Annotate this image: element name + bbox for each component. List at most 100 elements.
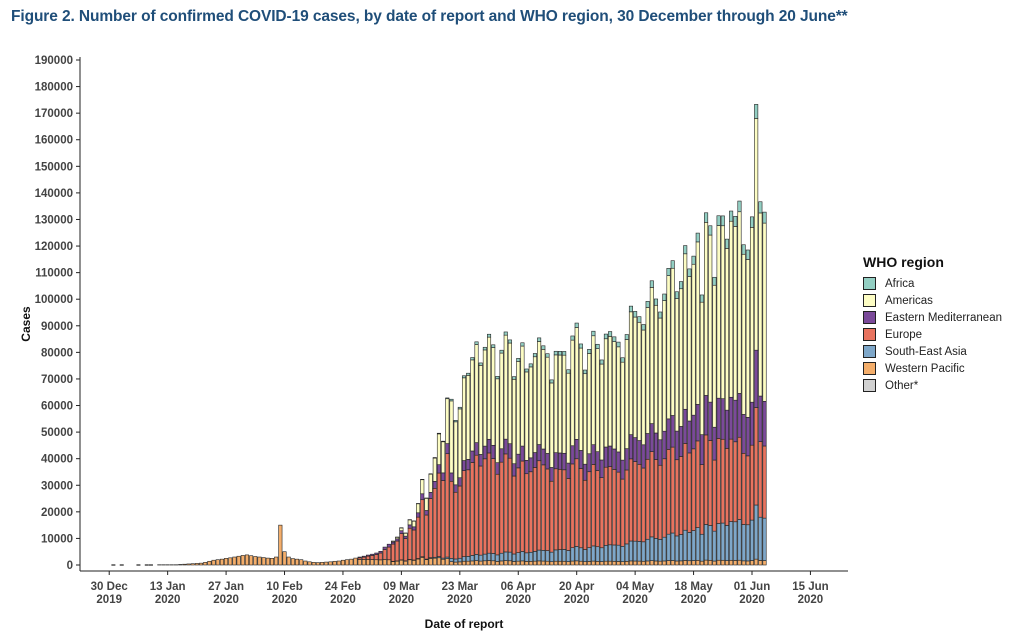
bar-segment-western-pacific <box>762 560 767 566</box>
day-bar <box>695 232 700 566</box>
bar-segment-western-pacific <box>612 560 617 566</box>
legend-label: Americas <box>885 294 933 307</box>
day-bar <box>704 212 709 566</box>
bar-segment-eastern-mediterranean <box>441 472 446 481</box>
day-bar <box>182 563 187 566</box>
bar-segment-western-pacific <box>633 560 638 566</box>
day-bar <box>470 357 475 566</box>
bar-segment-western-pacific <box>553 560 558 566</box>
bar-segment-western-pacific <box>482 560 487 566</box>
bar-segment-eastern-mediterranean <box>574 439 579 460</box>
bar-segment-americas <box>491 347 496 446</box>
bar-segment-south-east-asia <box>466 556 471 562</box>
day-bar <box>507 339 512 566</box>
bar-segment-americas <box>399 527 404 532</box>
bar-segment-western-pacific <box>645 560 650 566</box>
bar-segment-eastern-mediterranean <box>691 414 696 450</box>
bar-segment-south-east-asia <box>549 551 554 563</box>
bar-segment-western-pacific <box>453 561 458 566</box>
bar-segment-western-pacific <box>269 558 275 566</box>
bar-segment-europe <box>570 463 575 549</box>
bar-segment-europe <box>491 458 496 554</box>
bar-segment-eastern-mediterranean <box>762 401 767 447</box>
y-tick-label: 180000 <box>35 82 73 94</box>
day-bar <box>391 540 396 566</box>
y-tick-label: 150000 <box>35 161 73 173</box>
bar-segment-western-pacific <box>403 560 408 566</box>
day-bar <box>641 324 646 566</box>
bar-segment-south-east-asia <box>532 551 537 562</box>
bar-segment-eastern-mediterranean <box>674 430 679 461</box>
day-bar <box>474 341 479 566</box>
bar-segment-south-east-asia <box>557 549 563 562</box>
bar-segment-americas <box>428 473 433 493</box>
bar-segment-eastern-mediterranean <box>733 399 738 443</box>
bar-segment-eastern-mediterranean <box>591 444 596 465</box>
day-bar <box>603 333 608 566</box>
day-bar <box>436 432 441 566</box>
bar-segment-africa <box>449 398 454 402</box>
bar-segment-americas <box>620 361 625 461</box>
x-tick-label: 2020 <box>272 594 298 606</box>
bar-segment-americas <box>583 373 588 465</box>
bar-segment-eastern-mediterranean <box>758 395 763 442</box>
bar-segment-western-pacific <box>449 561 454 566</box>
bar-segment-eastern-mediterranean <box>537 444 542 462</box>
day-bar <box>528 363 533 566</box>
bar-segment-western-pacific <box>687 560 692 566</box>
bar-segment-western-pacific <box>570 560 575 566</box>
bar-segment-americas <box>516 361 521 455</box>
bar-segment-europe <box>562 469 567 550</box>
bar-segment-americas <box>578 347 583 451</box>
bar-segment-eastern-mediterranean <box>411 526 416 531</box>
bar-segment-europe <box>679 456 684 535</box>
bar-segment-europe <box>441 480 446 559</box>
bar-segment-western-pacific <box>758 560 763 566</box>
bar-segment-south-east-asia <box>612 544 617 562</box>
bar-segment-africa <box>612 336 617 342</box>
x-tick-label: 2020 <box>389 594 415 606</box>
legend-label: South-East Asia <box>885 345 967 358</box>
day-bar <box>457 406 462 566</box>
bar-segment-western-pacific <box>578 560 583 566</box>
bar-segment-eastern-mediterranean <box>407 524 412 529</box>
bar-segment-eastern-mediterranean <box>712 426 717 461</box>
bar-segment-eastern-mediterranean <box>507 443 512 459</box>
bar-segment-south-east-asia <box>474 554 479 561</box>
bar-segment-western-pacific <box>704 559 709 566</box>
bar-segment-africa <box>724 238 729 249</box>
bar-segment-western-pacific <box>240 555 245 566</box>
bar-segment-western-pacific <box>724 560 729 566</box>
y-tick-label: 160000 <box>35 135 73 147</box>
bar-segment-south-east-asia <box>453 558 458 563</box>
bar-segment-americas <box>595 348 600 452</box>
bar-segment-africa <box>549 379 554 384</box>
day-bar <box>566 369 571 566</box>
bar-segment-south-east-asia <box>754 504 759 560</box>
bar-segment-europe <box>666 449 671 535</box>
bar-segment-western-pacific <box>378 559 383 566</box>
bar-segment-south-east-asia <box>658 539 663 562</box>
day-bar <box>345 559 350 566</box>
bar-segment-western-pacific <box>491 560 496 566</box>
day-bar <box>578 343 583 566</box>
day-bar <box>365 554 371 566</box>
bar-segment-eastern-mediterranean <box>583 463 588 481</box>
bar-segment-americas <box>545 356 550 454</box>
bar-segment-africa <box>587 349 592 354</box>
bar-segment-western-pacific <box>420 557 425 566</box>
bar-segment-eastern-mediterranean <box>466 459 471 471</box>
bar-segment-americas <box>474 344 479 443</box>
bar-segment-africa <box>457 406 462 410</box>
bar-segment-eastern-mediterranean <box>749 401 755 446</box>
bar-segment-americas <box>716 225 721 399</box>
legend: WHO region Africa Americas Eastern Medit… <box>863 254 1002 394</box>
bar-segment-eastern-mediterranean <box>745 416 750 457</box>
bar-segment-americas <box>453 421 458 486</box>
bar-segment-eastern-mediterranean <box>737 393 742 438</box>
bar-segment-africa <box>720 215 725 227</box>
bar-segment-africa <box>470 357 475 361</box>
y-tick-label: 60000 <box>41 401 73 413</box>
day-bar <box>491 344 496 566</box>
bar-segment-south-east-asia <box>758 516 763 561</box>
